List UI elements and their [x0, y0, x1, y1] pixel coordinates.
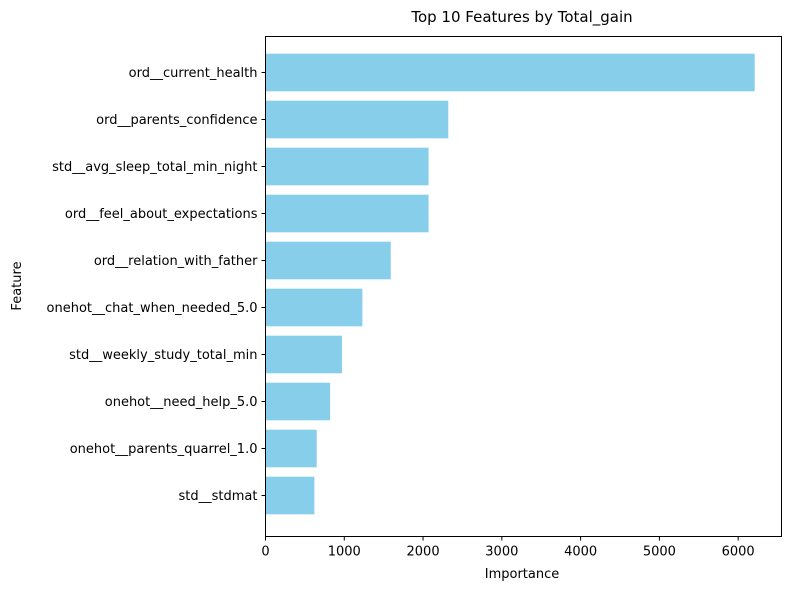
bars-group: [265, 53, 755, 515]
x-axis-ticks: 0 1000 2000 3000 4000 5000 6000: [261, 536, 755, 560]
y-tick-label: std__avg_sleep_total_min_night: [52, 160, 257, 175]
bar-onehot__chat_when_needed_5.0: [265, 288, 363, 327]
bar-ord__relation_with_father: [265, 241, 391, 280]
y-tick-label: ord__current_health: [129, 66, 258, 81]
y-tick-label: onehot__chat_when_needed_5.0: [47, 301, 258, 316]
x-tick-label: 0: [261, 545, 269, 560]
bar-std__avg_sleep_total_min_night: [265, 147, 429, 186]
plot-frame: [265, 36, 782, 537]
x-tick-label: 3000: [485, 545, 518, 560]
x-tick-label: 1000: [328, 545, 361, 560]
bar-ord__feel_about_expectations: [265, 194, 429, 233]
bar-std__weekly_study_total_min: [265, 335, 342, 374]
y-tick-label: onehot__parents_quarrel_1.0: [70, 442, 258, 457]
bar-ord__parents_confidence: [265, 100, 449, 139]
y-axis-label: Feature: [10, 261, 25, 310]
y-tick-label: onehot__need_help_5.0: [105, 395, 258, 410]
x-tick-label: 6000: [722, 545, 755, 560]
bar-onehot__need_help_5.0: [265, 382, 331, 421]
x-tick-label: 2000: [407, 545, 440, 560]
y-tick-label: ord__parents_confidence: [96, 113, 257, 128]
y-tick-label: ord__relation_with_father: [94, 254, 258, 269]
bar-ord__current_health: [265, 53, 755, 92]
y-tick-label: std__stdmat: [179, 489, 258, 504]
x-tick-label: 5000: [643, 545, 676, 560]
bar-onehot__parents_quarrel_1.0: [265, 429, 317, 468]
x-axis-label: Importance: [485, 567, 560, 582]
y-axis-ticks: ord__current_health ord__parents_confiden…: [47, 66, 266, 504]
x-tick-label: 4000: [564, 545, 597, 560]
chart-title: Top 10 Features by Total_gain: [410, 8, 632, 27]
y-tick-label: std__weekly_study_total_min: [69, 348, 257, 363]
y-tick-label: ord__feel_about_expectations: [65, 207, 258, 222]
bar-std__stdmat: [265, 476, 315, 515]
